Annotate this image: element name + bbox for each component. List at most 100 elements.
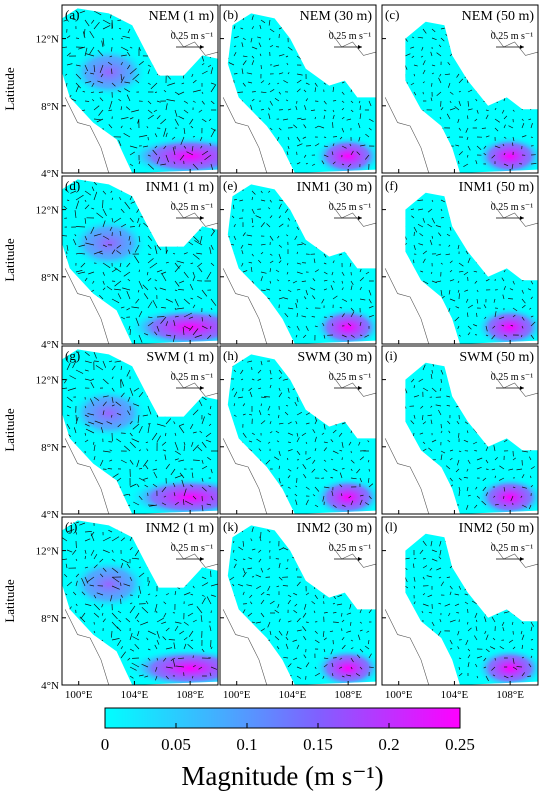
current-vector — [355, 601, 360, 604]
current-vector — [225, 56, 229, 58]
current-vector — [450, 44, 451, 47]
current-vector — [387, 119, 388, 124]
current-vector — [234, 658, 238, 659]
current-vector — [522, 65, 524, 69]
current-vector — [395, 197, 396, 200]
current-vector — [476, 385, 477, 388]
current-vector — [183, 410, 184, 416]
current-vector — [182, 227, 185, 232]
current-vector — [394, 37, 396, 38]
current-vector — [513, 599, 515, 605]
current-vector — [457, 204, 459, 209]
current-vector — [234, 134, 237, 137]
current-vector — [369, 71, 374, 74]
current-vector — [392, 439, 396, 443]
current-vector — [447, 187, 450, 191]
current-vector — [322, 36, 324, 38]
current-vector — [243, 164, 246, 167]
current-vector — [405, 20, 408, 23]
current-vector — [502, 253, 504, 254]
current-vector — [448, 667, 450, 670]
current-vector — [225, 26, 228, 29]
current-vector — [396, 272, 397, 275]
x-tick-label: 100°E — [223, 689, 251, 701]
current-vector — [67, 287, 75, 290]
current-vector — [382, 541, 387, 543]
current-vector — [513, 419, 515, 424]
current-vector — [225, 155, 226, 157]
current-vector — [430, 163, 432, 164]
current-vector — [136, 365, 139, 370]
current-vector — [474, 64, 477, 65]
current-vector — [67, 137, 73, 138]
current-vector — [270, 335, 273, 337]
current-vector — [531, 83, 534, 88]
current-vector — [270, 352, 273, 355]
current-vector — [458, 20, 459, 24]
current-vector — [414, 626, 415, 631]
current-vector — [182, 565, 184, 568]
current-vector — [477, 200, 482, 202]
scale-label: 0.25 m s⁻¹ — [329, 202, 371, 213]
current-vector — [493, 370, 495, 371]
current-vector — [155, 401, 157, 407]
panel-label: (k) — [223, 519, 238, 534]
current-vector — [527, 610, 531, 613]
current-vector — [494, 604, 495, 607]
current-vector — [333, 218, 338, 221]
current-vector — [413, 654, 414, 658]
current-vector — [467, 538, 468, 541]
current-vector — [76, 308, 78, 316]
current-vector — [387, 592, 392, 595]
current-vector — [367, 559, 369, 563]
current-vector — [243, 505, 244, 508]
current-vector — [384, 299, 387, 304]
current-vector — [531, 640, 533, 641]
panel-label: (h) — [223, 348, 238, 363]
current-vector — [66, 449, 67, 451]
current-vector — [438, 667, 441, 669]
current-vector — [359, 56, 360, 58]
colorbar — [105, 708, 460, 728]
current-vector — [367, 245, 369, 250]
current-vector — [441, 424, 442, 428]
current-vector — [170, 558, 175, 559]
current-vector — [504, 424, 506, 426]
current-vector — [459, 388, 461, 391]
current-vector — [306, 47, 307, 50]
current-vector — [224, 469, 225, 471]
current-vector — [369, 599, 370, 604]
current-vector — [459, 198, 462, 200]
scale-label: 0.25 m s⁻¹ — [171, 543, 213, 554]
current-vector — [369, 539, 370, 541]
current-vector — [387, 604, 389, 605]
current-vector — [493, 53, 495, 56]
current-vector — [518, 224, 522, 227]
current-vector — [369, 218, 371, 223]
current-vector — [396, 222, 399, 227]
current-vector — [231, 164, 234, 166]
current-vector — [223, 432, 225, 433]
current-vector — [393, 413, 396, 416]
current-vector — [422, 460, 423, 463]
current-vector — [278, 658, 280, 661]
current-vector — [270, 322, 271, 326]
current-vector — [165, 415, 166, 417]
current-vector — [102, 135, 103, 137]
map-panel: (b)NEM (30 m)0.25 m s⁻¹ — [219, 5, 382, 176]
x-tick-label: 104°E — [121, 689, 149, 701]
scale-arrow-head — [358, 216, 362, 220]
colorbar-tick-label: 0.15 — [303, 735, 333, 754]
current-vector — [324, 395, 327, 397]
current-vector — [387, 218, 391, 222]
current-vector — [414, 330, 417, 335]
current-vector — [504, 559, 505, 562]
current-vector — [333, 122, 334, 128]
current-vector — [230, 101, 234, 105]
current-vector — [519, 268, 522, 272]
current-vector — [414, 11, 417, 14]
panel-label: (i) — [385, 348, 397, 363]
current-vector — [414, 232, 415, 236]
current-vector — [485, 218, 486, 220]
current-vector — [333, 56, 334, 60]
